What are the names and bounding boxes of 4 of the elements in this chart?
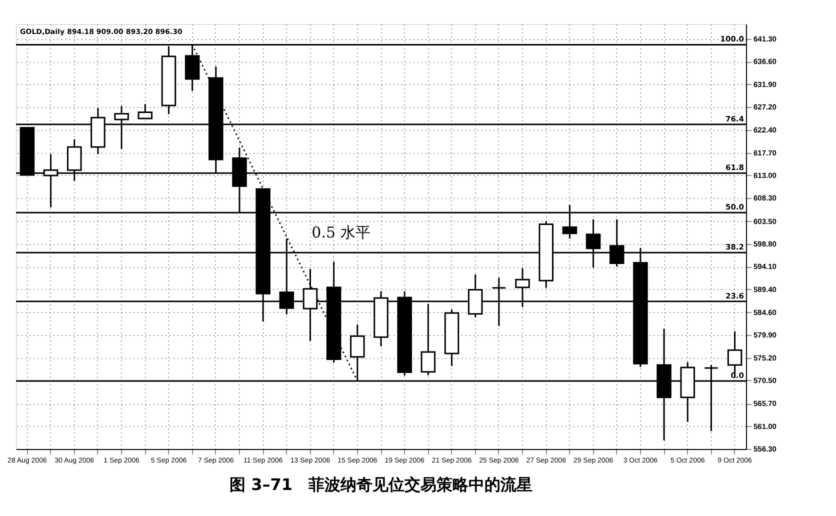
text: 图 3–71 菲波纳奇见位交易策略中的流星 [230,475,532,494]
candlestick [420,303,436,376]
annotation: 0.5 水平 [312,223,370,242]
candlestick [138,103,153,120]
